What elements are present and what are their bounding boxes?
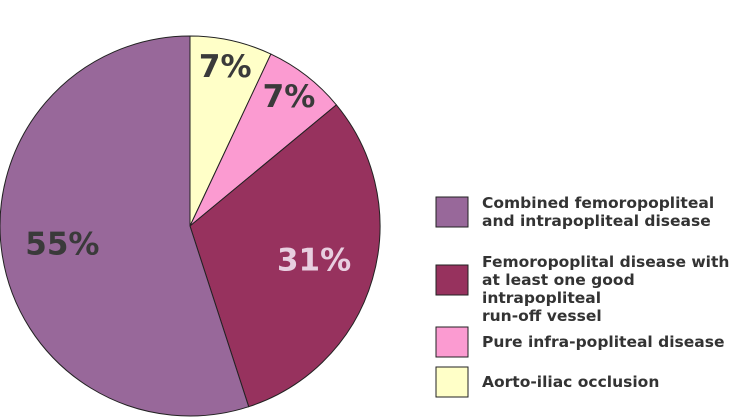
value-label: 7%	[199, 49, 252, 85]
legend-label: Femoropoplital disease with at least one…	[482, 253, 730, 325]
legend-swatch	[435, 264, 469, 296]
value-label: 7%	[263, 79, 316, 115]
legend-swatch	[435, 366, 469, 398]
legend-label: Combined femoropopliteal and intrapoplit…	[482, 194, 715, 230]
legend-label: Aorto-iliac occlusion	[482, 373, 660, 391]
pie-slice	[0, 35, 250, 417]
legend-label: Pure infra-popliteal disease	[482, 333, 725, 351]
value-label: 31%	[277, 243, 351, 279]
legend-swatch	[435, 196, 469, 228]
pie-slice	[189, 104, 381, 408]
value-label: 55%	[25, 227, 99, 263]
legend-swatch	[435, 326, 469, 358]
